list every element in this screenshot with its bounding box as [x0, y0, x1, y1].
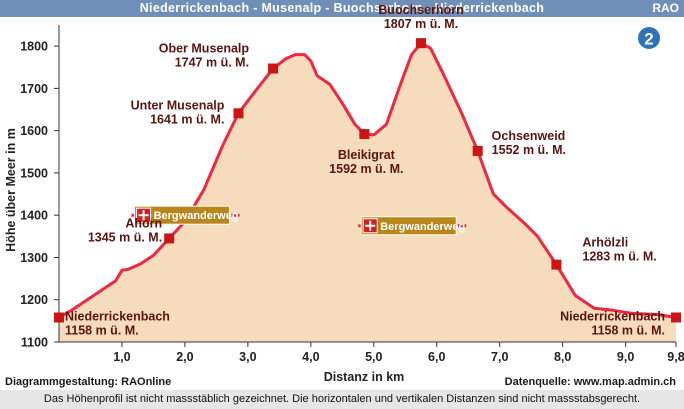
- waypoint-elevation: 1807 m ü. M.: [384, 17, 458, 31]
- x-tick-label: 4,0: [302, 350, 319, 364]
- waypoint-elevation: 1283 m ü. M.: [582, 250, 656, 264]
- trail-sign-label: Bergwanderweg: [154, 210, 239, 222]
- y-tick-label: 1300: [20, 251, 48, 265]
- rao-logo-text: RAO: [652, 1, 679, 15]
- waypoint-elevation: 1641 m ü. M.: [150, 112, 224, 126]
- y-tick-label: 1700: [20, 82, 48, 96]
- x-axis: 1,0 2,0 3,0 4,0 5,0 6,0 7,0 8,0 9,0 9,8: [113, 342, 684, 364]
- waypoint-name: Arhölzli: [582, 236, 628, 250]
- x-tick-label: 1,0: [113, 350, 130, 364]
- waypoint-elevation: 1747 m ü. M.: [175, 56, 249, 70]
- scale-disclaimer: Das Höhenprofil ist nicht massstäblich g…: [0, 390, 684, 409]
- waypoint-marker: [472, 145, 483, 156]
- x-tick-label: 7,0: [491, 350, 508, 364]
- y-axis: 1100 1200 1300 1400 1500 1600 1700 1800: [20, 40, 59, 350]
- swiss-cross-horizontal: [138, 214, 149, 217]
- waypoint-name: Unter Musenalp: [131, 98, 225, 112]
- waypoint-marker: [671, 312, 681, 323]
- trail-sign-panel: [360, 216, 457, 236]
- y-tick-label: 1500: [20, 166, 48, 180]
- y-tick-label: 1600: [20, 124, 48, 138]
- trail-sign: Bergwanderweg: [358, 216, 467, 236]
- waypoint-marker: [268, 63, 279, 74]
- trail-sign: Bergwanderweg: [131, 205, 240, 225]
- waypoint-name: Buochserhorn: [378, 3, 463, 17]
- y-tick-label: 1200: [20, 293, 48, 307]
- waypoint-name: Ochsenweid: [492, 129, 566, 143]
- badge-circle: [638, 27, 660, 49]
- title-bar: Niederrickenbach - Musenalp - Buochserho…: [0, 0, 684, 17]
- waypoint-elevation: 1592 m ü. M.: [329, 162, 403, 176]
- waypoint-marker: [416, 38, 427, 49]
- waypoint-name: Niederrickenbach: [560, 309, 665, 323]
- waypoint-marker: [164, 233, 175, 244]
- waypoint-marker: [233, 108, 244, 119]
- x-tick-label: 2,0: [176, 350, 193, 364]
- y-axis-label: Höhe über Meer in m: [4, 128, 18, 252]
- waypoint-name: Ahorn: [125, 216, 162, 230]
- waypoint-name: Bleikigrat: [338, 148, 396, 162]
- y-tick-label: 1400: [20, 209, 48, 223]
- x-tick-label: 8,0: [554, 350, 571, 364]
- data-source: Datenquelle: www.map.admin.ch: [504, 376, 676, 388]
- trail-signs: Bergwanderweg Bergwanderweg: [131, 205, 467, 236]
- profile-line: [58, 41, 677, 319]
- x-tick-label: 6,0: [428, 350, 445, 364]
- trail-sign-panel: [134, 205, 231, 225]
- waypoint-name: Ober Musenalp: [159, 42, 250, 56]
- x-axis-label: Distanz in km: [324, 370, 405, 384]
- y-tick-label: 1800: [20, 40, 48, 54]
- x-tick-label: 3,0: [239, 350, 256, 364]
- x-tick-label: 9,0: [617, 350, 634, 364]
- trail-sign-label: Bergwanderweg: [380, 221, 465, 233]
- waypoint-elevation: 1552 m ü. M.: [492, 143, 566, 157]
- waypoint-elevation: 1158 m ü. M.: [591, 323, 665, 337]
- waypoint-marker: [359, 129, 370, 140]
- x-tick-label: 9,8: [667, 350, 684, 364]
- route-number-badge: 2: [638, 27, 660, 49]
- waypoint-elevation: 1345 m ü. M.: [88, 230, 162, 244]
- waypoint-marker: [551, 259, 562, 270]
- waypoint-name: Niederrickenbach: [65, 309, 170, 323]
- x-tick-label: 5,0: [365, 350, 382, 364]
- profile-area: [59, 43, 676, 342]
- badge-number: 2: [644, 30, 653, 49]
- chart-title: Niederrickenbach - Musenalp - Buochserho…: [139, 1, 545, 15]
- diagram-credit: Diagrammgestaltung: RAOnline: [5, 376, 172, 388]
- swiss-cross-horizontal: [365, 224, 376, 227]
- waypoint-elevation: 1158 m ü. M.: [65, 323, 139, 337]
- plot-area: [58, 25, 677, 343]
- y-tick-label: 1100: [21, 336, 48, 350]
- waypoint-marker: [54, 312, 64, 323]
